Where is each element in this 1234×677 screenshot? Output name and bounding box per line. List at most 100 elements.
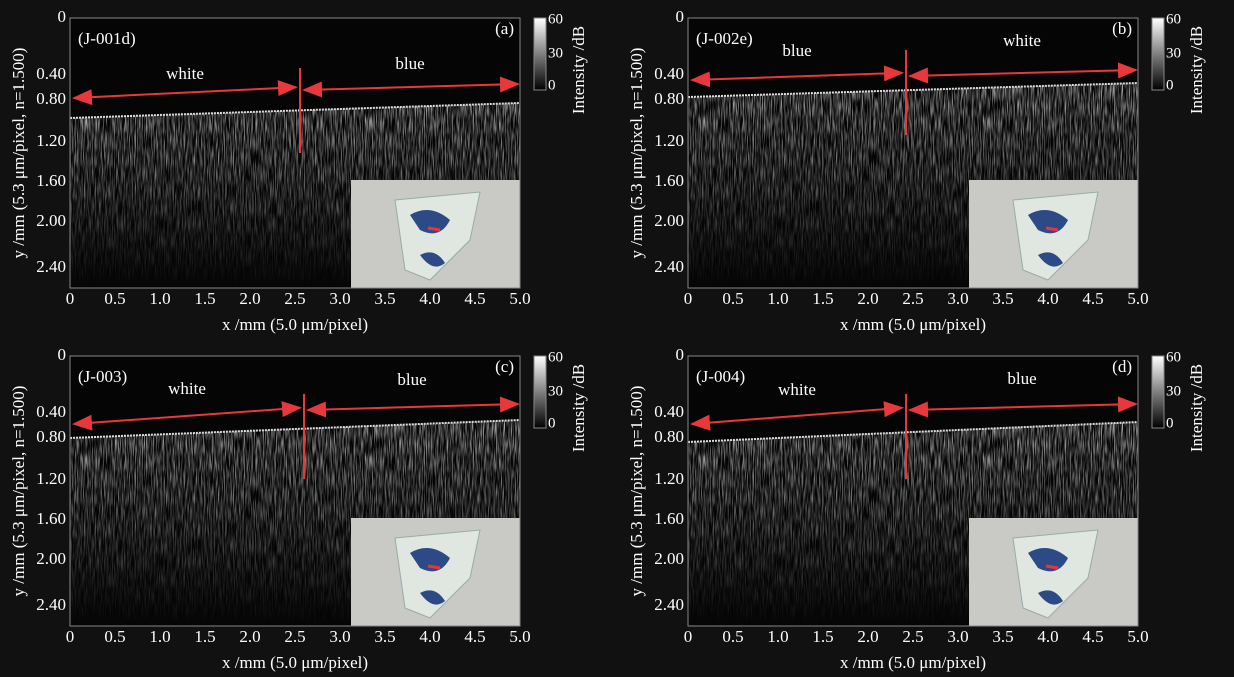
y-tick-label: 0 [676, 7, 685, 26]
y-tick-label: 0.80 [654, 427, 684, 446]
x-tick-label: 5.0 [509, 289, 530, 308]
y-tick-label: 0.40 [36, 402, 66, 421]
y-tick-label: 1.60 [36, 509, 66, 528]
colorbar [1151, 17, 1165, 91]
y-tick-label: 2.00 [654, 211, 684, 230]
x-tick-label: 3.0 [947, 289, 968, 308]
panel: white blue (J-001d) (a) 0 0.40 0.80 1.20 1.60 2.0… [9, 7, 588, 334]
x-tick-label: 4.5 [1082, 289, 1103, 308]
x-tick-label: 3.5 [992, 627, 1013, 646]
y-axis-label: y /mm (5.3 μm/pixel, n=1.500) [9, 386, 28, 597]
x-tick-label: 5.0 [1127, 289, 1148, 308]
x-tick-label: 2.0 [857, 627, 878, 646]
x-tick-label: 0.5 [104, 627, 125, 646]
x-tick-label: 0 [66, 289, 75, 308]
x-tick-label: 1.0 [767, 627, 788, 646]
y-tick-label: 0 [676, 345, 685, 364]
x-tick-label: 5.0 [509, 627, 530, 646]
axes-frame [687, 355, 1139, 627]
colorbar-label: Intensity /dB [1187, 26, 1206, 114]
y-tick-label: 2.40 [36, 595, 66, 614]
region-label: white [778, 380, 816, 399]
x-tick-label: 3.5 [374, 289, 395, 308]
red-marker [427, 564, 441, 570]
x-axis-label: x /mm (5.0 μm/pixel) [840, 315, 986, 334]
y-tick-label: 0.80 [36, 89, 66, 108]
colorbar-tick-label: 30 [1166, 45, 1181, 61]
x-tick-label: 3.0 [329, 627, 350, 646]
panel: blue white (J-002e) (b) 0 0.40 0.80 1.20 1.60 2.0… [627, 7, 1206, 334]
blue-pattern [1028, 548, 1068, 605]
y-tick-label: 1.20 [36, 469, 66, 488]
x-tick-label: 0 [66, 627, 75, 646]
region-label: white [166, 64, 204, 83]
colorbar [533, 355, 547, 429]
left-arrow [72, 401, 302, 431]
right-arrow [908, 396, 1138, 418]
blue-pattern [1028, 210, 1068, 267]
red-marker [427, 226, 441, 232]
colorbar-tick-label: 60 [548, 349, 563, 365]
x-tick-label: 3.0 [329, 289, 350, 308]
x-tick-label: 4.0 [1037, 289, 1058, 308]
x-tick-label: 2.0 [857, 289, 878, 308]
y-tick-label: 2.40 [654, 257, 684, 276]
colorbar-tick-label: 60 [1166, 349, 1181, 365]
x-tick-label: 4.0 [419, 627, 440, 646]
x-tick-label: 1.5 [812, 289, 833, 308]
surface-line [687, 421, 1139, 443]
x-tick-label: 4.5 [464, 289, 485, 308]
colorbar [1151, 355, 1165, 429]
colorbar-tick-label: 0 [548, 77, 556, 93]
red-marker [1045, 564, 1059, 570]
x-tick-label: 2.5 [284, 289, 305, 308]
surface-line [69, 102, 521, 119]
colorbar [533, 17, 547, 91]
colorbar-tick-label: 30 [548, 45, 563, 61]
x-tick-label: 1.0 [149, 289, 170, 308]
x-tick-label: 2.5 [902, 289, 923, 308]
region-label: white [168, 379, 206, 398]
x-tick-label: 2.5 [902, 627, 923, 646]
y-tick-label: 1.60 [654, 171, 684, 190]
sample-id: (J-004) [696, 367, 745, 386]
right-arrow [302, 76, 520, 98]
x-tick-label: 4.5 [1082, 627, 1103, 646]
panel-letter: (c) [495, 357, 514, 376]
x-tick-label: 5.0 [1127, 627, 1148, 646]
left-arrow [690, 401, 904, 431]
x-tick-label: 2.0 [239, 627, 260, 646]
colorbar-label: Intensity /dB [569, 26, 588, 114]
right-arrow [908, 62, 1138, 84]
colorbar-tick-label: 0 [1166, 77, 1174, 93]
x-tick-label: 0.5 [722, 289, 743, 308]
axes-frame [69, 355, 521, 627]
x-tick-label: 1.0 [767, 289, 788, 308]
colorbar-tick-label: 0 [548, 415, 556, 431]
colorbar-tick-label: 0 [1166, 415, 1174, 431]
x-axis-label: x /mm (5.0 μm/pixel) [840, 653, 986, 672]
y-tick-label: 1.20 [654, 469, 684, 488]
panel-letter: (d) [1112, 357, 1132, 376]
x-tick-label: 1.0 [149, 627, 170, 646]
axes-frame [687, 17, 1139, 289]
x-tick-label: 0 [684, 289, 693, 308]
surface-line [687, 82, 1139, 98]
y-tick-label: 1.20 [654, 131, 684, 150]
left-arrow [72, 80, 298, 106]
colorbar-tick-label: 60 [548, 11, 563, 27]
region-label: white [1003, 31, 1041, 50]
y-tick-label: 1.60 [36, 171, 66, 190]
panel: white blue(J-003)(c)00.400.801.201.602.00… [9, 345, 588, 672]
y-tick-label: 2.40 [654, 595, 684, 614]
region-label: blue [1007, 369, 1036, 388]
x-tick-label: 2.0 [239, 289, 260, 308]
x-axis-label: x /mm (5.0 μm/pixel) [222, 315, 368, 334]
y-axis-label: y /mm (5.3 μm/pixel, n=1.500) [9, 48, 28, 259]
blue-pattern [410, 210, 450, 267]
colorbar-label: Intensity /dB [1187, 364, 1206, 452]
colorbar-tick-label: 30 [1166, 383, 1181, 399]
colorbar-tick-label: 60 [1166, 11, 1181, 27]
right-arrow [306, 396, 520, 418]
y-tick-label: 2.00 [36, 211, 66, 230]
